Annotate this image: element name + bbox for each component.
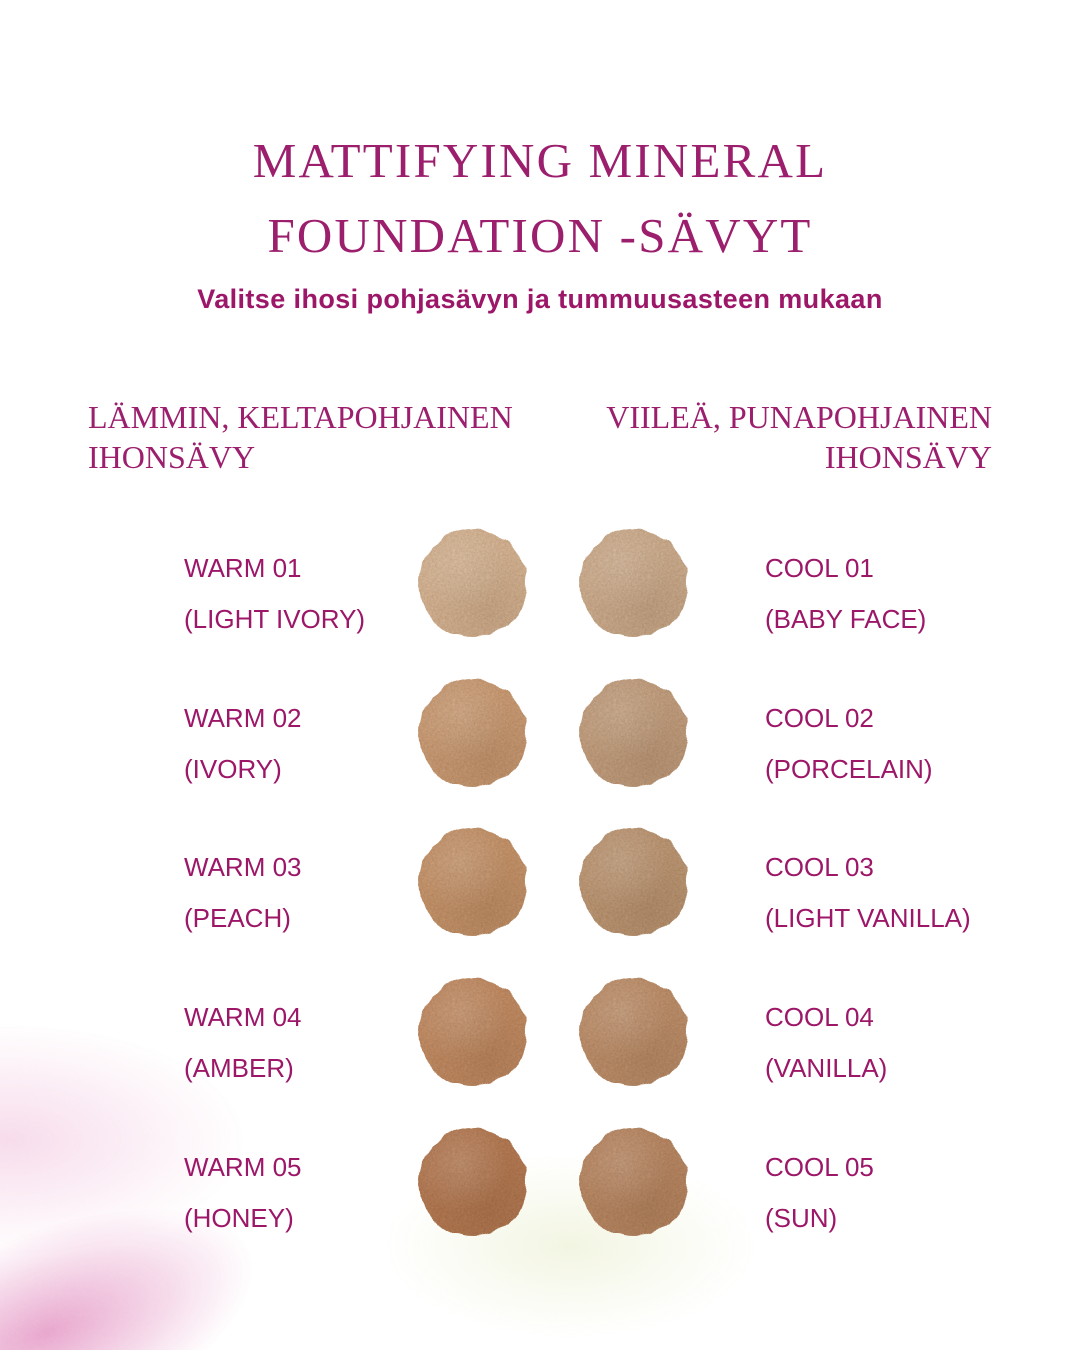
svg-text:WARM 01: WARM 01 [184, 553, 302, 583]
svg-text:FOUNDATION -SÄVYT: FOUNDATION -SÄVYT [267, 208, 812, 263]
svg-text:WARM 02: WARM 02 [184, 703, 302, 733]
svg-text:VIILEÄ, PUNAPOHJAINEN: VIILEÄ, PUNAPOHJAINEN [606, 399, 992, 435]
svg-text:COOL 02: COOL 02 [765, 703, 874, 733]
svg-text:IHONSÄVY: IHONSÄVY [825, 439, 992, 475]
svg-text:COOL 05: COOL 05 [765, 1152, 874, 1182]
svg-text:IHONSÄVY: IHONSÄVY [88, 439, 255, 475]
svg-text:(IVORY): (IVORY) [184, 754, 282, 784]
svg-text:COOL 03: COOL 03 [765, 852, 874, 882]
svg-text:(PEACH): (PEACH) [184, 903, 291, 933]
svg-text:WARM 05: WARM 05 [184, 1152, 302, 1182]
svg-text:COOL 01: COOL 01 [765, 553, 874, 583]
svg-text:(SUN): (SUN) [765, 1203, 837, 1233]
svg-text:(PORCELAIN): (PORCELAIN) [765, 754, 933, 784]
svg-text:LÄMMIN, KELTAPOHJAINEN: LÄMMIN, KELTAPOHJAINEN [88, 399, 513, 435]
svg-text:COOL 04: COOL 04 [765, 1002, 874, 1032]
svg-text:(AMBER): (AMBER) [184, 1053, 294, 1083]
svg-text:(BABY FACE): (BABY FACE) [765, 604, 926, 634]
svg-text:WARM 04: WARM 04 [184, 1002, 302, 1032]
svg-text:(VANILLA): (VANILLA) [765, 1053, 887, 1083]
svg-text:(HONEY): (HONEY) [184, 1203, 294, 1233]
svg-text:(LIGHT IVORY): (LIGHT IVORY) [184, 604, 365, 634]
svg-text:MATTIFYING MINERAL: MATTIFYING MINERAL [253, 133, 828, 188]
svg-text:(LIGHT VANILLA): (LIGHT VANILLA) [765, 903, 971, 933]
svg-text:WARM 03: WARM 03 [184, 852, 302, 882]
